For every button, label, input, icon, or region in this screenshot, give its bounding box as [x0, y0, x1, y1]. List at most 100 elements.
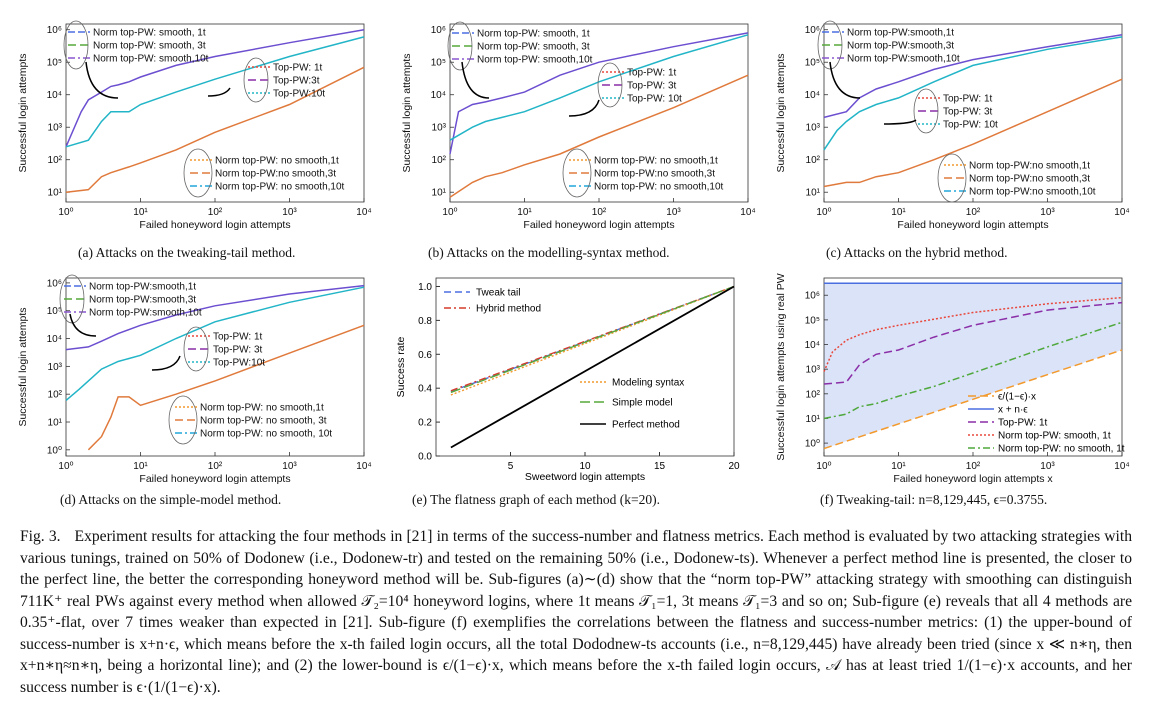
y-tick-label: 10³ [806, 365, 821, 376]
y-tick-label: 10⁴ [805, 340, 820, 351]
y-axis-label: Success rate [395, 336, 407, 397]
y-tick-label: 10⁶ [431, 25, 446, 36]
y-tick-label: 10¹ [806, 414, 821, 425]
x-tick-label: 10² [966, 461, 981, 472]
x-tick-label: 10¹ [133, 461, 148, 472]
legend-nosmooth-entry: Norm top-PW: no smooth,10t [215, 182, 345, 193]
series-line-nosmooth [449, 74, 749, 198]
legend-top-entry: Top-PW: 3t [213, 345, 262, 356]
arrow [461, 61, 490, 99]
y-tick-label: 10² [432, 155, 447, 166]
legend-top-entry: Top-PW: 3t [943, 107, 992, 118]
legend-top-entry: Top-PW: 3t [627, 81, 676, 92]
x-tick-label: 5 [508, 461, 514, 472]
series-line [450, 285, 735, 394]
legend-ellipse [817, 20, 843, 70]
x-tick-label: 10⁴ [1114, 461, 1129, 472]
legend-entry: Simple model [612, 398, 673, 409]
legend-smooth-entry: Norm top-PW: smooth, 3t [477, 42, 590, 53]
legend-top-entry: Top-PW: 1t [627, 68, 676, 79]
panel-b: 10⁰ 10¹ 10² 10³ 10⁴ 10¹ 10² 10³ 10⁴ 10⁵ 10⁶ Failed … [384, 10, 764, 260]
x-axis-label: Failed honeyword login attempts [897, 219, 1048, 231]
x-axis-label: Failed honeyword login attempts [139, 473, 290, 485]
legend-smooth-entry: Norm top-PW:smooth,1t [847, 28, 954, 39]
y-tick-label: 10⁶ [805, 291, 820, 302]
y-tick-label: 10⁶ [47, 278, 62, 289]
y-tick-label: 10⁰ [47, 445, 62, 456]
y-tick-label: 10⁵ [805, 315, 820, 326]
y-tick-label: 10⁵ [47, 306, 62, 317]
legend-smooth-entry: Norm top-PW:smooth,3t [89, 295, 196, 306]
y-axis-label: Successful login attempts [17, 53, 29, 172]
x-tick-label: 10⁰ [58, 207, 73, 218]
x-tick-label: 10³ [1040, 207, 1055, 218]
legend-nosmooth-entry: Norm top-PW:no smooth,3t [594, 169, 715, 180]
legend-nosmooth-entry: Norm top-PW: no smooth,10t [594, 182, 724, 193]
legend-nosmooth-entry: Norm top-PW:no smooth,3t [969, 174, 1090, 185]
y-axis-label: Successful login attempts [401, 53, 413, 172]
legend-smooth-entry: Norm top-PW:smooth,1t [89, 282, 196, 293]
legend-top-entry: Top-PW:10t [273, 89, 325, 100]
series-line-top [823, 36, 1123, 151]
x-tick-label: 10¹ [891, 207, 906, 218]
panel-a: 10⁰ 10¹ 10² 10³ 10⁴ 10¹ 10² 10³ 10⁴ 10⁵ 10⁶ Failed … [0, 10, 380, 260]
y-tick-label: 10⁵ [805, 58, 820, 69]
caption-f: (f) Tweaking-tail: n=8,129,445, ϵ=0.3755… [820, 492, 1048, 507]
x-tick-label: 10¹ [517, 207, 532, 218]
legend-top-entry: Top-PW: 1t [273, 63, 322, 74]
legend-smooth-entry: Norm top-PW: smooth,10t [93, 54, 209, 65]
arrow [568, 99, 600, 117]
chart-d: 10⁰ 10¹ 10² 10³ 10⁴ 10⁰ 10¹ 10² 10³ 10⁴ 10⁵ 10⁶ Fail… [17, 274, 372, 485]
figure-caption: Fig. 3. Experiment results for attacking … [20, 526, 1132, 698]
x-tick-label: 20 [728, 461, 740, 472]
panel-c: 10⁰ 10¹ 10² 10³ 10⁴ 10¹ 10² 10³ 10⁴ 10⁵ 10⁶ Failed … [758, 10, 1138, 260]
series-line-top [65, 36, 365, 148]
legend-ellipse [63, 20, 89, 70]
legend-ellipse [183, 326, 209, 372]
y-tick-label: 0.0 [418, 452, 432, 463]
x-tick-label: 10³ [1040, 461, 1055, 472]
x-tick-label: 10¹ [133, 207, 148, 218]
y-tick-label: 0.2 [418, 418, 432, 429]
y-tick-label: 10⁶ [47, 25, 62, 36]
legend-smooth-entry: Norm top-PW: smooth, 3t [93, 41, 206, 52]
x-tick-label: 10 [579, 461, 591, 472]
legend-ellipse [597, 62, 623, 108]
legend-nosmooth-entry: Norm top-PW: no smooth,1t [594, 156, 718, 167]
figure-caption-text: Experiment results for attacking the fou… [20, 528, 1132, 696]
legend-smooth-entry: Norm top-PW: smooth,10t [477, 55, 593, 66]
series-line-nosmooth [823, 78, 1123, 188]
legend-smooth-entry: Norm top-PW: smooth, 1t [477, 29, 590, 40]
legend-entry: ϵ/(1−ϵ)·x [998, 392, 1036, 403]
legend-ellipse [937, 153, 967, 203]
y-tick-label: 10¹ [48, 188, 63, 199]
legend-top-entry: Top-PW:10t [213, 358, 265, 369]
y-tick-label: 10⁰ [805, 439, 820, 450]
x-tick-label: 15 [654, 461, 666, 472]
panel-f: 10⁰ 10¹ 10² 10³ 10⁴ 10⁰ 10¹ 10² 10³ 10⁴ 10⁵ 10⁶ Fail… [758, 264, 1138, 514]
x-tick-label: 10² [208, 461, 223, 472]
x-tick-label: 10² [592, 207, 607, 218]
x-tick-label: 10³ [666, 207, 681, 218]
legend-nosmooth-entry: Norm top-PW: no smooth, 3t [200, 416, 327, 427]
y-tick-label: 10² [48, 390, 63, 401]
legend-top-entry: Top-PW: 10t [943, 120, 998, 131]
x-tick-label: 10⁴ [740, 207, 755, 218]
y-tick-label: 10⁶ [805, 25, 820, 36]
arrow [883, 119, 917, 125]
legend-top-entry: Top-PW: 1t [943, 94, 992, 105]
legend-entry: Norm top-PW: smooth, 1t [998, 431, 1111, 442]
chart-e: 5 10 15 20 0.0 0.2 0.4 0.6 0.8 1.0 Sweetword login… [395, 277, 740, 483]
legend-entry: Norm top-PW: no smooth, 1t [998, 444, 1125, 455]
y-tick-label: 10³ [48, 123, 63, 134]
y-tick-label: 10³ [432, 123, 447, 134]
chart-f: 10⁰ 10¹ 10² 10³ 10⁴ 10⁰ 10¹ 10² 10³ 10⁴ 10⁵ 10⁶ Fail… [775, 273, 1130, 485]
y-axis-label: Successful login attempts using real PW [775, 273, 787, 460]
caption-b: (b) Attacks on the modelling-syntax meth… [428, 245, 670, 260]
legend-entry: Tweak tail [476, 288, 520, 299]
legend-ellipse [447, 21, 473, 71]
x-tick-label: 10⁰ [58, 461, 73, 472]
y-tick-label: 10² [806, 389, 821, 400]
caption-e: (e) The flatness graph of each method (k… [412, 492, 661, 507]
y-tick-label: 10⁵ [47, 58, 62, 69]
